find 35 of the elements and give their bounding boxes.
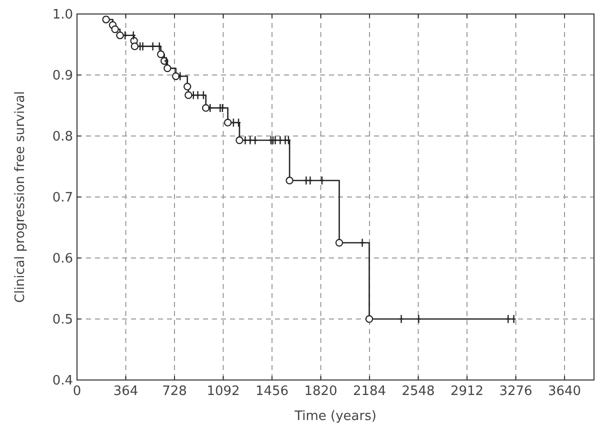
y-tick-label: 0.7: [52, 190, 73, 206]
y-tick-label: 0.6: [52, 252, 73, 267]
point: [172, 72, 180, 80]
y-tick-label: 0.9: [52, 68, 73, 84]
point: [130, 42, 139, 50]
x-tick-label: 0: [72, 384, 82, 399]
point: [156, 50, 165, 58]
y-axis-title: Clinical progression free survival: [13, 91, 28, 303]
x-tick-label: 1092: [206, 384, 240, 399]
x-axis-title: Time (years): [294, 409, 376, 424]
x-tick-label: 728: [162, 384, 187, 399]
x-tick-label: 2912: [450, 384, 484, 399]
x-tick-label: 1456: [255, 384, 289, 399]
point: [224, 118, 232, 126]
point: [111, 25, 119, 34]
x-tick-label: 364: [113, 384, 138, 399]
point: [102, 16, 110, 24]
x-tick-label: 3640: [548, 384, 582, 399]
x-tick-label: 2184: [352, 384, 386, 399]
y-tick-label: 0.5: [52, 312, 73, 328]
y-tick-label: 0.8: [52, 130, 73, 145]
x-tick-label: 1820: [304, 384, 338, 399]
point: [164, 64, 172, 72]
x-tick-label: 2548: [402, 384, 435, 399]
y-tick-label: 0.4: [52, 374, 73, 389]
point: [286, 176, 294, 184]
x-tick-label: 3276: [499, 384, 532, 399]
point: [116, 31, 124, 40]
y-tick-label: 1.0: [52, 8, 73, 23]
point: [365, 315, 374, 323]
point: [202, 104, 210, 112]
point: [184, 82, 192, 90]
point: [335, 238, 344, 247]
point: [184, 91, 192, 99]
point: [236, 136, 244, 144]
